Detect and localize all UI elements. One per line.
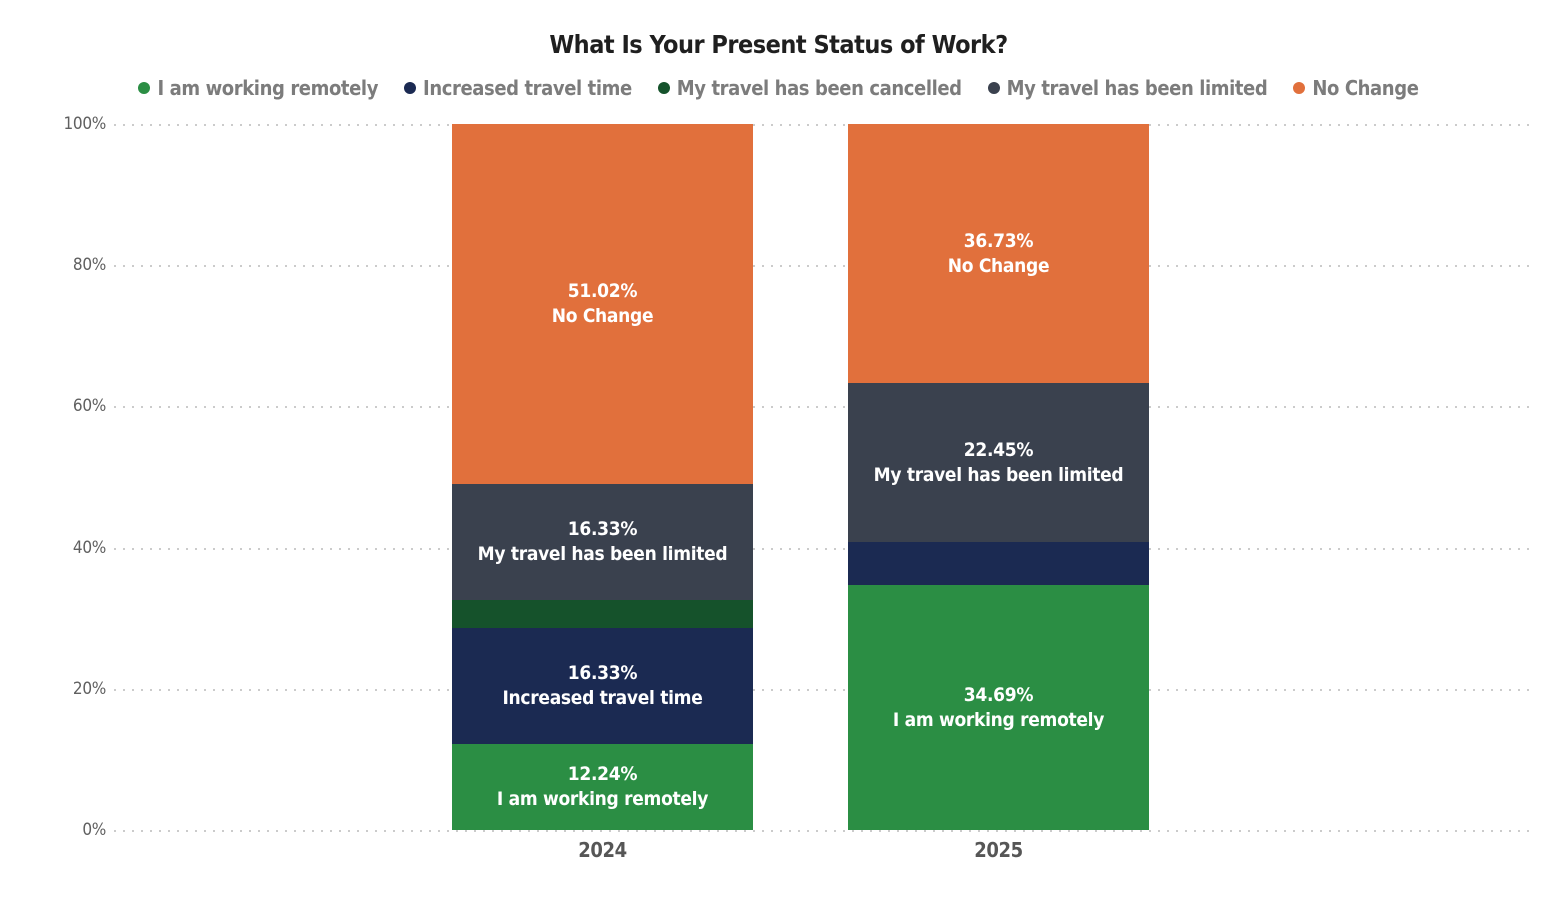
y-axis-tick-label: 100% xyxy=(63,114,106,134)
gridline xyxy=(114,688,1531,691)
bar-segment[interactable]: 36.73% No Change xyxy=(848,124,1149,384)
gridline xyxy=(114,547,1531,550)
segment-name-label: I am working remotely xyxy=(892,708,1105,731)
legend-label: My travel has been limited xyxy=(1006,76,1268,100)
legend-item[interactable]: My travel has been limited xyxy=(987,76,1268,100)
x-axis-category-label: 2025 xyxy=(974,838,1023,862)
legend-dot-icon xyxy=(657,82,670,94)
segment-name-label: My travel has been limited xyxy=(873,463,1124,486)
legend-item[interactable]: I am working remotely xyxy=(138,76,378,100)
bar-segment[interactable]: 51.02% No Change xyxy=(452,124,753,485)
plot-area: 12.24% I am working remotely 16.33% Increas… xyxy=(114,124,1531,832)
bar-segment[interactable]: 16.33% My travel has been limited xyxy=(452,484,753,600)
y-axis-tick-label: 20% xyxy=(72,678,106,699)
legend-dot-icon xyxy=(987,82,1000,94)
bar-segment[interactable]: 22.45% My travel has been limited xyxy=(848,383,1149,542)
segment-value-label: 12.24% xyxy=(567,763,638,786)
y-axis-tick-label: 0% xyxy=(82,820,106,840)
legend-item[interactable]: My travel has been cancelled xyxy=(657,76,962,100)
bar-segment[interactable]: 12.24% I am working remotely xyxy=(452,743,753,830)
legend-item[interactable]: Increased travel time xyxy=(404,76,632,100)
segment-name-label: No Change xyxy=(551,305,654,328)
bar-segment[interactable]: 16.33% Increased travel time xyxy=(452,628,753,744)
segment-value-label: 51.02% xyxy=(567,280,638,303)
gridline xyxy=(114,124,1531,126)
segment-value-label: 16.33% xyxy=(567,662,638,685)
legend-item[interactable]: No Change xyxy=(1293,76,1419,100)
legend-label: My travel has been cancelled xyxy=(676,76,962,100)
gridline xyxy=(114,830,1531,832)
gridline xyxy=(114,406,1531,409)
segment-value-label: 22.45% xyxy=(963,438,1034,461)
chart-legend: I am working remotely Increased travel ti… xyxy=(0,76,1557,100)
bar-segment[interactable] xyxy=(848,541,1149,586)
segment-value-label: 36.73% xyxy=(963,230,1034,253)
segment-value-label: 34.69% xyxy=(963,683,1034,706)
chart-title: What Is Your Present Status of Work? xyxy=(549,30,1008,59)
legend-label: I am working remotely xyxy=(157,76,379,100)
y-axis-tick-label: 60% xyxy=(72,396,106,417)
segment-name-label: I am working remotely xyxy=(496,787,709,810)
legend-label: No Change xyxy=(1312,76,1419,100)
legend-dot-icon xyxy=(1293,82,1306,94)
bar-segment[interactable]: 34.69% I am working remotely xyxy=(848,585,1149,830)
legend-label: Increased travel time xyxy=(423,76,632,100)
legend-dot-icon xyxy=(138,82,151,94)
bar-segment[interactable] xyxy=(452,599,753,629)
segment-name-label: No Change xyxy=(947,254,1050,277)
bar-2025: 34.69% I am working remotely 22.45% My trav… xyxy=(848,124,1149,830)
x-axis-category-label: 2024 xyxy=(578,838,627,862)
bar-2024: 12.24% I am working remotely 16.33% Increas… xyxy=(452,124,753,830)
segment-value-label: 16.33% xyxy=(567,518,638,541)
y-axis-tick-label: 80% xyxy=(72,255,106,276)
gridline xyxy=(114,265,1531,268)
segment-name-label: Increased travel time xyxy=(502,686,703,709)
y-axis-tick-label: 40% xyxy=(72,537,106,558)
legend-dot-icon xyxy=(404,82,417,94)
segment-name-label: My travel has been limited xyxy=(477,542,728,565)
